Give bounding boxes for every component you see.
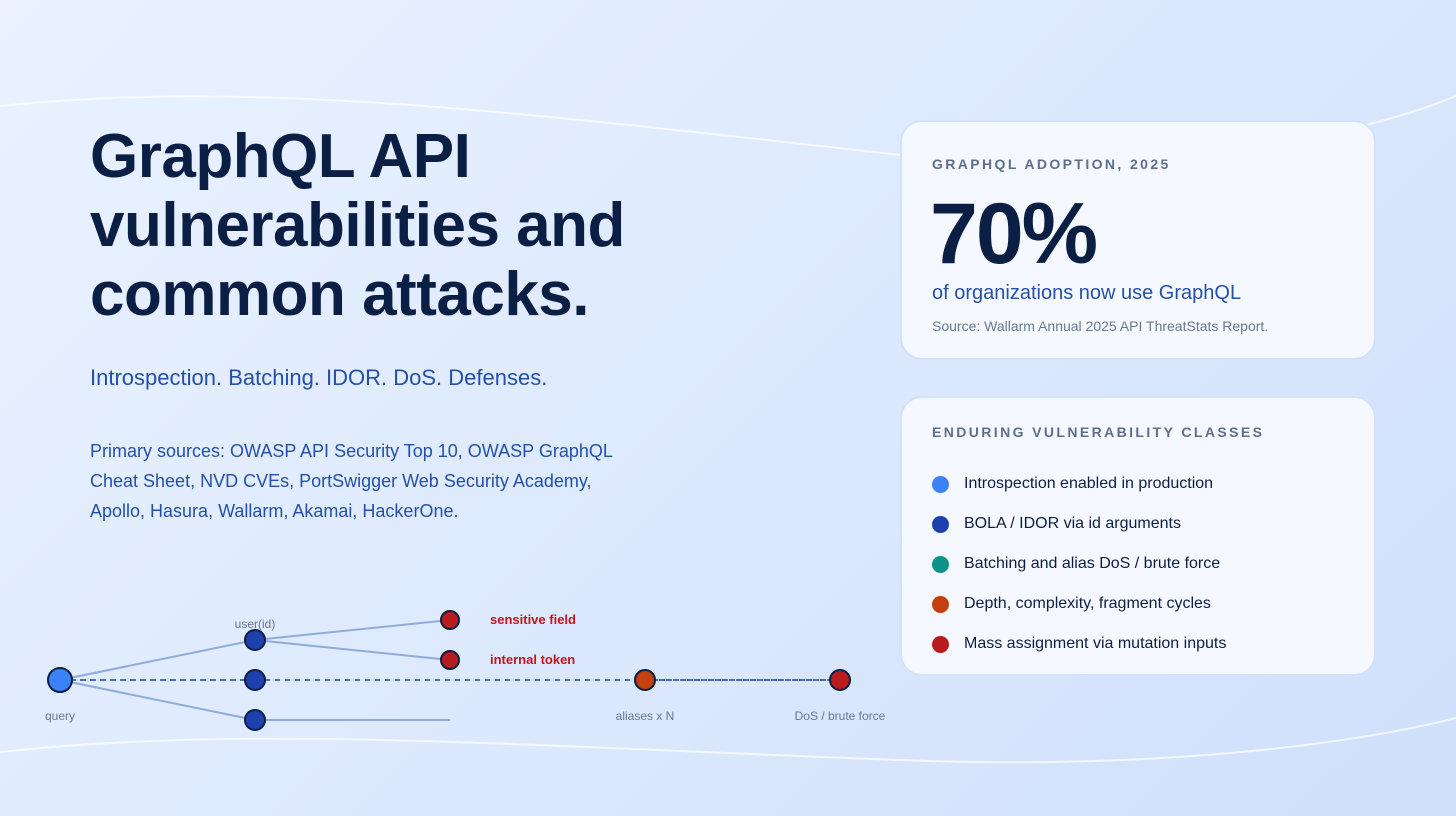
internal-token-label: internal token — [490, 652, 575, 667]
graph-nodes — [47, 610, 851, 731]
bullet-dot-icon — [932, 515, 949, 533]
dos-node — [829, 669, 851, 691]
list-item: Depth, complexity, fragment cycles — [932, 584, 1226, 624]
list-item: Batching and alias DoS / brute force — [932, 544, 1226, 584]
list-item-label: BOLA / IDOR via id arguments — [964, 515, 1181, 532]
field-node — [244, 709, 266, 731]
sensitive-field-node — [440, 610, 460, 630]
user-node — [244, 629, 266, 651]
list-item-label: Introspection enabled in production — [964, 475, 1214, 492]
adoption-eyebrow: GRAPHQL ADOPTION, 2025 — [932, 156, 1171, 172]
page-title: GraphQL API vulnerabilities and common a… — [90, 122, 730, 329]
list-item-label: Batching and alias DoS / brute force — [964, 555, 1221, 572]
subtitle: Introspection. Batching. IDOR. DoS. Defe… — [90, 365, 548, 390]
primary-sources: Primary sources: OWASP API Security Top … — [90, 441, 613, 521]
title-line-1: GraphQL API — [90, 122, 471, 191]
title-line-3: common attacks. — [90, 260, 590, 329]
list-item-label: Depth, complexity, fragment cycles — [964, 595, 1211, 612]
field-node — [244, 669, 266, 691]
aliases-node — [634, 669, 656, 691]
bullet-dot-icon — [932, 635, 949, 653]
query-node — [47, 667, 73, 693]
list-item: BOLA / IDOR via id arguments — [932, 504, 1226, 544]
sensitive-field-label: sensitive field — [490, 612, 576, 627]
graph-edges — [59, 619, 840, 721]
vulnerability-classes-card: ENDURING VULNERABILITY CLASSES Introspec… — [900, 396, 1376, 676]
vulnerability-list: Introspection enabled in production BOLA… — [932, 464, 1226, 664]
list-item: Introspection enabled in production — [932, 464, 1226, 504]
bullet-dot-icon — [932, 475, 949, 493]
title-line-2: vulnerabilities and — [90, 191, 625, 260]
dos-label: DoS / brute force — [795, 709, 886, 723]
adoption-source: Source: Wallarm Annual 2025 API ThreatSt… — [932, 318, 1269, 334]
adoption-card: GRAPHQL ADOPTION, 2025 70% of organizati… — [900, 120, 1376, 360]
bullet-dot-icon — [932, 555, 949, 573]
list-item: Mass assignment via mutation inputs — [932, 624, 1226, 664]
bullet-dot-icon — [932, 595, 949, 613]
list-item-label: Mass assignment via mutation inputs — [964, 635, 1227, 652]
attack-graph-diagram: query user(id) sensitive field internal … — [45, 610, 886, 731]
user-label: user(id) — [235, 617, 276, 631]
adoption-stat: 70% — [930, 186, 1098, 282]
vuln-eyebrow: ENDURING VULNERABILITY CLASSES — [932, 424, 1265, 440]
query-label: query — [45, 709, 75, 723]
hero-section: GraphQL API vulnerabilities and common a… — [90, 122, 730, 329]
adoption-stat-label: of organizations now use GraphQL — [932, 282, 1242, 304]
internal-token-node — [440, 650, 460, 670]
aliases-label: aliases x N — [616, 709, 675, 723]
